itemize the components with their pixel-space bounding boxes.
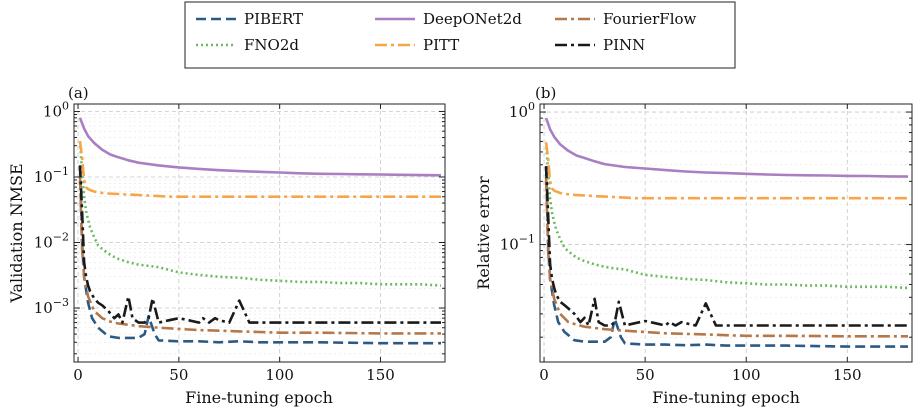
series-line-deeponet2d [78,117,442,177]
panel-a-series [78,117,442,345]
series-line-pinn [78,165,441,324]
panel-b: (b) 0 50 100 150 100 10−1 Fine-tuning epoch R… [474,84,913,407]
panel-b-plot-area [540,104,912,362]
panel-a-label: (a) [68,84,89,102]
series-line-fourierflow [544,177,908,338]
panel-a-ylabel: Validation NMSE [7,163,26,303]
x-tick-label: 50 [636,366,655,384]
y-tick-label: 10−3 [34,296,69,317]
x-tick-label: 100 [265,366,294,384]
series-line-deeponet2d [544,117,909,178]
series-line-pinn [544,166,908,327]
series-line-fourierflow [78,176,441,335]
legend-label: DeepONet2d [423,10,522,28]
panel-a-xlabel: Fine-tuning epoch [185,388,333,407]
y-tick-label: 10−1 [34,165,69,186]
series-line-fno2d [78,141,442,287]
series-line-pitt [78,141,441,198]
legend-label: PITT [423,36,459,54]
panel-a-ticks: 0 50 100 150 100 10−1 10−2 10−3 [34,99,445,384]
legend-frame [184,1,736,69]
x-tick-label: 0 [539,366,549,384]
legend-label: PINN [603,36,645,54]
x-tick-label: 150 [833,366,862,384]
panel-b-ticks: 0 50 100 150 100 10−1 [500,100,912,384]
y-tick-label: 10−1 [500,233,535,254]
series-line-pitt [544,142,908,200]
x-tick-label: 100 [732,366,761,384]
panel-a-grid [74,104,445,362]
panel-a: (a) 0 50 100 150 100 10−1 10−2 10−3 Fine-tuning… [7,84,446,407]
series-line-fno2d [544,142,909,290]
panel-b-label: (b) [535,84,556,102]
y-tick-label: 10−2 [34,231,69,252]
x-tick-label: 150 [366,366,395,384]
panel-b-series [544,117,909,348]
panel-a-plot-area [74,104,445,362]
legend-label: FourierFlow [603,10,697,28]
panel-b-ylabel: Relative error [474,176,493,290]
panel-b-xlabel: Fine-tuning epoch [652,388,800,407]
panel-a-frame [73,103,446,363]
y-tick-label: 100 [43,99,69,120]
panel-b-grid [540,104,912,362]
legend-label: PIBERT [244,10,303,28]
x-tick-label: 50 [169,366,188,384]
panel-b-frame [539,103,913,363]
x-tick-label: 0 [73,366,83,384]
legend: PIBERT FNO2d DeepONet2d PITT FourierFlow PINN [184,1,736,69]
legend-label: FNO2d [244,36,299,54]
y-tick-label: 100 [509,100,535,121]
series-line-pibert [544,166,908,348]
